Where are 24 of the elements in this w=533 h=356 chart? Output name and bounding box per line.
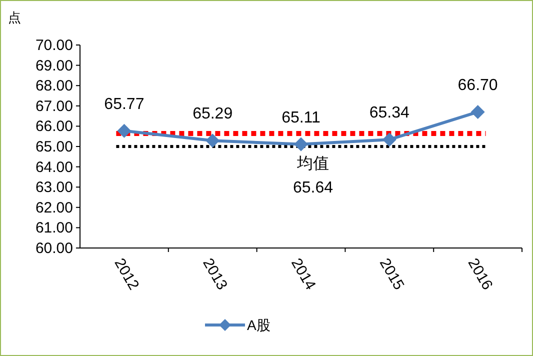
y-tick-label: 63.00 <box>35 179 73 196</box>
y-tick-label: 69.00 <box>35 57 73 74</box>
point <box>470 104 485 119</box>
y-tick-label: 70.00 <box>35 37 73 54</box>
point <box>206 134 220 148</box>
legend-label: A股 <box>247 317 270 333</box>
y-tick-label: 67.00 <box>35 98 73 115</box>
point <box>382 132 396 147</box>
data-label: 65.11 <box>282 109 321 126</box>
point <box>294 137 308 152</box>
y-axis-title: 点 <box>8 10 21 25</box>
data-label: 65.34 <box>369 104 410 122</box>
y-tick-label: 62.00 <box>35 199 73 216</box>
point <box>117 124 132 138</box>
y-tick-label: 64.00 <box>35 158 73 176</box>
data-label: 65.29 <box>192 106 233 123</box>
y-tick-label: 65.00 <box>35 138 73 156</box>
y-tick-label: 60.00 <box>35 240 73 257</box>
y-tick-label: 66.00 <box>35 118 73 136</box>
y-tick-label: 68.00 <box>35 78 73 95</box>
y-tick-label: 61.00 <box>35 220 73 237</box>
data-label: 66.70 <box>458 76 498 94</box>
data-label: 65.77 <box>104 96 144 113</box>
ref-line-label: 均值 65.64 <box>292 156 334 197</box>
